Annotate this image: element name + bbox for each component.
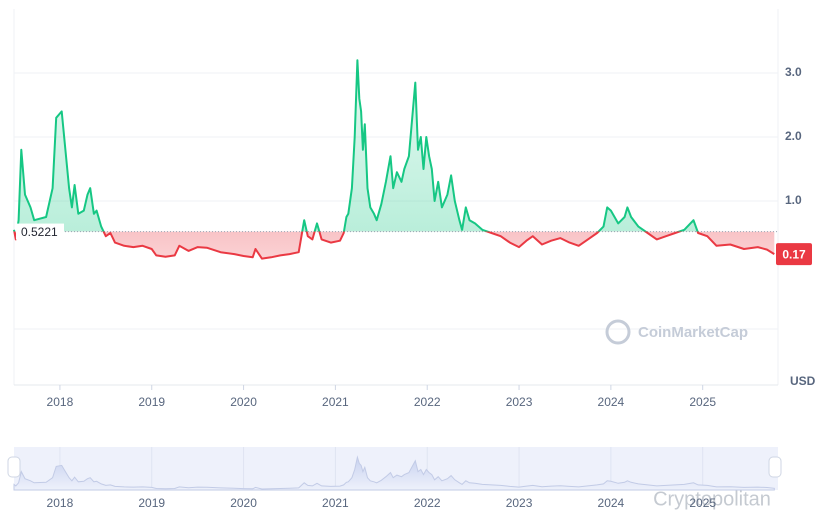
x-tick-label: 2022 [414, 395, 441, 409]
navigator-tick-label: 2022 [414, 496, 441, 510]
x-tick-label: 2021 [322, 395, 349, 409]
navigator-tick-label: 2019 [138, 496, 165, 510]
x-tick-label: 2024 [598, 395, 625, 409]
navigator-tick-label: 2021 [322, 496, 349, 510]
y-unit: USD [790, 374, 816, 388]
watermark: CoinMarketCap [605, 319, 748, 345]
navigator-tick-label: 2025 [689, 496, 716, 510]
x-tick-label: 2019 [138, 395, 165, 409]
x-tick-label: 2023 [506, 395, 533, 409]
navigator-handle[interactable] [7, 456, 21, 478]
navigator-tick-label: 2020 [230, 496, 257, 510]
watermark-text: CoinMarketCap [638, 324, 748, 341]
navigator-tick-label: 2024 [598, 496, 625, 510]
source-watermark: Cryptopolitan [653, 488, 771, 510]
navigator-handle[interactable] [768, 456, 782, 478]
area [14, 60, 775, 259]
y-tick-label: 3.0 [785, 65, 802, 79]
navigator-tick-label: 2023 [506, 496, 533, 510]
x-tick-label: 2020 [230, 395, 257, 409]
current-price-badge [776, 243, 812, 266]
navigator-tick-label: 2018 [47, 496, 74, 510]
x-tick-label: 2025 [689, 395, 716, 409]
y-tick-label: 1.0 [785, 193, 802, 207]
y-tick-label: 2.0 [785, 129, 802, 143]
navigator-area [13, 455, 775, 491]
baseline-label: 0.5221 [21, 225, 58, 239]
watermark-logo [605, 319, 631, 345]
baseline-label-bg [16, 223, 64, 240]
price-line [13, 59, 775, 260]
x-tick-label: 2018 [47, 395, 74, 409]
current-price-label: 0.17 [782, 247, 806, 261]
